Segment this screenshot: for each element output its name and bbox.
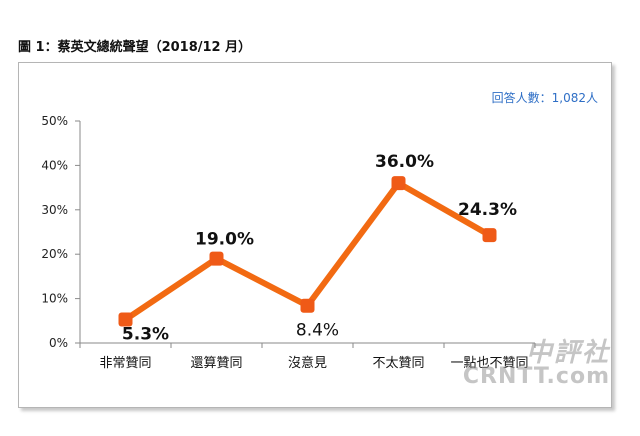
data-label: 19.0% — [195, 230, 254, 250]
y-tick-label: 50% — [41, 114, 68, 128]
data-point-marker — [482, 228, 497, 243]
data-label: 36.0% — [375, 152, 434, 172]
x-category-label: 不太贊同 — [372, 356, 424, 371]
respondent-count: 回答人數：1,082人 — [491, 91, 598, 105]
data-point-marker — [209, 251, 224, 266]
y-axis: 0% 10% 20% 30% 40% 50% — [41, 114, 81, 350]
data-point-marker — [300, 298, 315, 313]
y-tick-label: 20% — [41, 247, 68, 261]
x-category-label: 沒意見 — [288, 355, 327, 371]
y-tick-label: 10% — [41, 292, 68, 306]
data-label: 24.3% — [458, 200, 517, 220]
x-category-label: 還算贊同 — [190, 356, 242, 371]
x-category-label: 一點也不贊同 — [450, 356, 528, 371]
watermark: 中評社 CRNTT.com — [463, 340, 610, 388]
data-point-marker — [118, 312, 133, 327]
data-label: 8.4% — [296, 321, 339, 341]
series-line — [118, 176, 497, 327]
chart-title: 圖 1：蔡英文總統聲望（2018/12 月） — [18, 40, 252, 55]
data-label: 5.3% — [122, 324, 169, 344]
chart-panel — [18, 62, 612, 408]
y-tick-label: 30% — [41, 203, 68, 217]
watermark-text-en: CRNTT.com — [462, 364, 610, 389]
x-axis: 非常贊同 還算贊同 沒意見 不太贊同 一點也不贊同 — [79, 342, 536, 371]
data-point-marker — [391, 176, 406, 191]
y-tick-label: 40% — [41, 158, 68, 172]
y-tick-label: 0% — [49, 336, 68, 350]
x-category-label: 非常贊同 — [99, 356, 151, 371]
data-labels: 5.3% 19.0% 8.4% 36.0% 24.3% — [122, 152, 517, 344]
watermark-text-cn: 中評社 — [525, 338, 610, 368]
